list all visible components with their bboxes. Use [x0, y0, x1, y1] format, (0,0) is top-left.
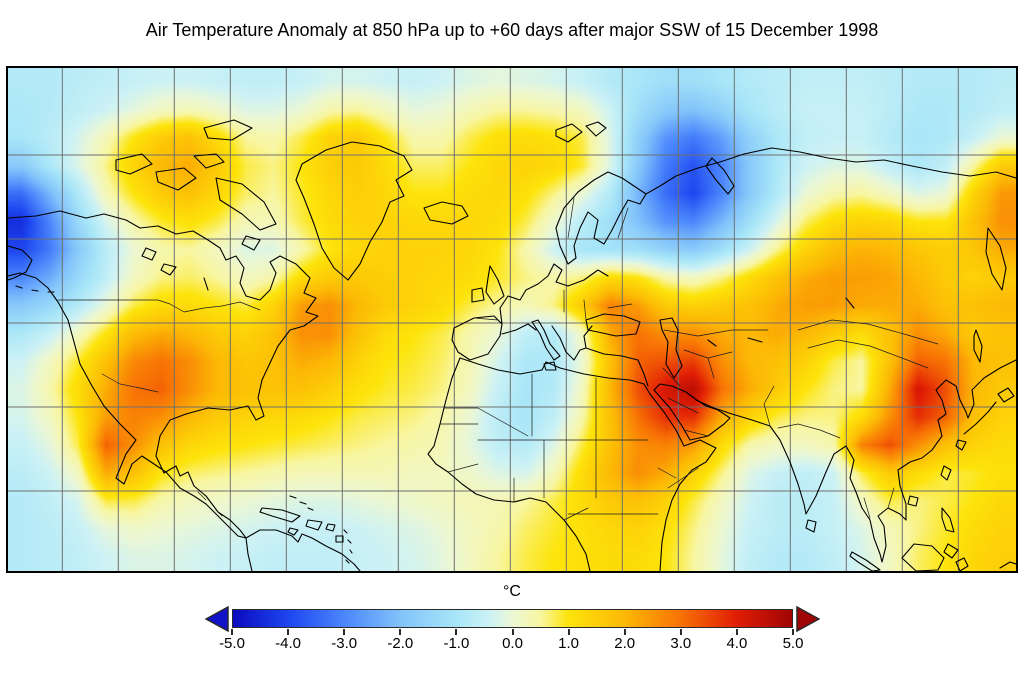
- south-america-coastline: [245, 529, 361, 571]
- colorbar-tick: [623, 629, 626, 635]
- asia-borders: [662, 319, 939, 519]
- africa-borders: [439, 373, 699, 521]
- colorbar-tick-label: -4.0: [275, 635, 302, 652]
- sri-lanka-coastline: [805, 519, 817, 533]
- africa-coastline: [427, 357, 717, 571]
- greenland-coastline: [295, 141, 413, 281]
- colorbar-tick-label: -5.0: [219, 635, 245, 652]
- colorbar-tick: [679, 629, 682, 635]
- coastlines: [8, 119, 1016, 571]
- caspian-sea-coastline: [659, 317, 683, 379]
- south-asia-east-asia-coastline: [695, 359, 1016, 563]
- colorbar-tick-label: -3.0: [331, 635, 358, 652]
- latitude-longitude-gridlines: [8, 68, 1016, 571]
- japan-coastline: [955, 387, 1015, 451]
- colorbar-tick: [455, 629, 458, 635]
- kamchatka-sakhalin-coastline: [973, 227, 1007, 363]
- colorbar-tick: [399, 629, 402, 635]
- colorbar-right-extend-arrow-icon: [796, 606, 820, 632]
- british-isles-coastline: [471, 265, 505, 305]
- svalbard-coastline: [555, 121, 607, 143]
- colorbar-tick-label: 3.0: [670, 635, 692, 652]
- chukotka-aleutians-coastline: [8, 245, 55, 293]
- north-america-borders: [57, 299, 261, 517]
- colorbar-tick: [511, 629, 514, 635]
- north-america-coastline: [8, 210, 319, 539]
- colorbar-tick-label: 0.0: [502, 635, 523, 652]
- colorbar-left-extend-arrow-icon: [205, 606, 229, 632]
- map-plot-area: [6, 66, 1018, 573]
- arabian-peninsula-coastline: [653, 383, 731, 441]
- black-sea-coastline: [585, 313, 641, 337]
- scandinavia-coastline: [555, 171, 647, 265]
- colorbar-tick-label: 1.0: [558, 635, 580, 652]
- iceland-coastline: [423, 201, 469, 225]
- colorbar-tick-label: 4.0: [726, 635, 748, 652]
- canadian-arctic-islands-coastline: [115, 119, 277, 251]
- europe-coastline: [451, 263, 609, 371]
- map-overlay: [8, 68, 1016, 571]
- mediterranean-levant-coastline: [585, 347, 649, 387]
- taiwan-hainan-coastline: [907, 465, 952, 507]
- colorbar-gradient: [232, 609, 793, 628]
- country-borders: [57, 197, 939, 521]
- colorbar-tick-label: 5.0: [782, 635, 804, 652]
- europe-borders: [473, 197, 633, 321]
- eurasia-arctic-coastline: [645, 147, 1016, 195]
- colorbar-unit-label: °C: [503, 583, 521, 600]
- lakes-outline: [141, 247, 855, 347]
- colorbar-tick-label: -1.0: [443, 635, 470, 652]
- colorbar-tick: [287, 629, 290, 635]
- colorbar-tick-label: -2.0: [387, 635, 414, 652]
- colorbar-tick: [735, 629, 738, 635]
- colorbar-tick: [231, 629, 233, 635]
- figure-title: Air Temperature Anomaly at 850 hPa up to…: [145, 20, 879, 40]
- southeast-asia-islands-coastline: [849, 507, 1016, 571]
- colorbar-tick: [792, 629, 794, 635]
- colorbar-tick: [343, 629, 346, 635]
- colorbar-tick-label: 2.0: [614, 635, 636, 652]
- colorbar-tick: [567, 629, 570, 635]
- caribbean-islands-coastline: [259, 495, 353, 564]
- temperature-anomaly-heatmap: [8, 68, 1016, 571]
